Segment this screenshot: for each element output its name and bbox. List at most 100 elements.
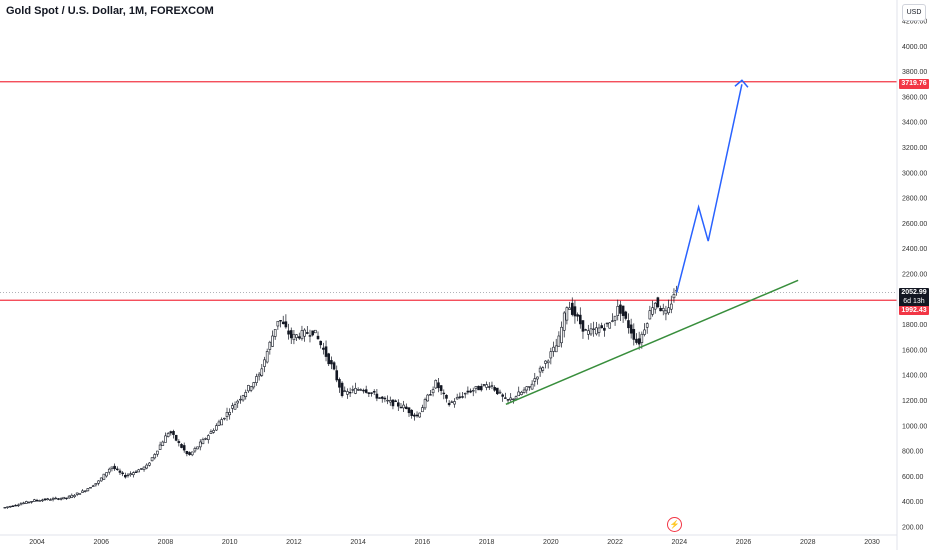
candle-body xyxy=(426,394,430,402)
y-tick-label: 1600.00 xyxy=(902,347,927,354)
candle-body xyxy=(498,391,502,394)
candle-body xyxy=(217,421,221,426)
candle-body xyxy=(287,330,290,335)
candle-body xyxy=(552,346,555,352)
candle-body xyxy=(562,312,566,331)
candle-body xyxy=(477,385,480,391)
candle-body xyxy=(354,388,357,394)
candle-body xyxy=(340,382,344,396)
candle-body xyxy=(447,402,451,406)
candle-body xyxy=(458,396,462,398)
candle-body xyxy=(11,505,15,507)
x-tick-label: 2022 xyxy=(607,539,623,546)
target-price-tag: 3719.76 xyxy=(899,79,929,89)
candle-body xyxy=(316,335,320,340)
candle-body xyxy=(35,499,39,502)
candle-body xyxy=(115,468,119,471)
lightning-icon[interactable]: ⚡ xyxy=(667,517,682,532)
x-tick-label: 2004 xyxy=(29,539,45,546)
candle-body xyxy=(386,399,389,402)
candle-body xyxy=(463,392,467,395)
candle-body xyxy=(423,399,427,409)
candle-body xyxy=(164,435,167,443)
candle-body xyxy=(231,405,234,409)
candle-body xyxy=(413,414,416,417)
candle-body xyxy=(220,419,223,426)
candle-body xyxy=(284,321,288,328)
candle-body xyxy=(402,404,405,409)
candle-body xyxy=(121,472,124,475)
candle-body xyxy=(493,387,496,391)
y-tick-label: 2800.00 xyxy=(902,196,927,203)
candle-body xyxy=(306,332,309,334)
candle-body xyxy=(474,386,478,389)
candle-body xyxy=(455,397,459,400)
candle-body xyxy=(327,353,331,365)
candle-body xyxy=(554,345,558,353)
x-tick-label: 2028 xyxy=(800,539,816,546)
candle-body xyxy=(86,488,90,492)
candle-body xyxy=(372,391,376,393)
candle-body xyxy=(241,395,245,401)
y-tick-label: 1800.00 xyxy=(902,322,927,329)
candle-body xyxy=(172,431,175,435)
candle-body xyxy=(51,498,55,500)
candle-body xyxy=(169,431,173,434)
candle-body xyxy=(533,378,537,382)
candle-body xyxy=(410,409,413,416)
candle-body xyxy=(469,390,472,393)
x-tick-label: 2008 xyxy=(158,539,174,546)
candle-body xyxy=(322,347,325,350)
candle-body xyxy=(225,412,229,417)
candle-body xyxy=(613,315,617,321)
candle-body xyxy=(538,367,542,373)
candle-body xyxy=(249,386,253,391)
candle-body xyxy=(137,469,140,473)
candle-body xyxy=(193,448,197,452)
candle-body xyxy=(568,307,571,310)
candle-body xyxy=(247,385,250,392)
candle-body xyxy=(589,328,593,335)
bar-countdown: 6d 13h xyxy=(903,298,925,305)
candle-body xyxy=(6,506,9,508)
currency-button[interactable]: USD xyxy=(902,4,926,21)
candle-body xyxy=(188,452,191,455)
candle-body xyxy=(362,389,365,392)
candle-body xyxy=(158,444,162,450)
candle-body xyxy=(78,493,82,495)
candle-body xyxy=(113,465,116,470)
candle-body xyxy=(46,498,50,501)
candle-body xyxy=(570,302,574,315)
candle-body xyxy=(271,335,274,347)
x-tick-label: 2014 xyxy=(350,539,366,546)
candle-body xyxy=(281,321,285,325)
candle-body xyxy=(605,322,609,325)
candle-body xyxy=(496,387,499,395)
candle-body xyxy=(107,468,111,473)
y-tick-label: 2400.00 xyxy=(902,246,927,253)
candle-body xyxy=(490,385,494,387)
candle-body xyxy=(185,451,189,455)
candle-body xyxy=(557,335,561,347)
candle-body xyxy=(303,329,306,337)
candle-body xyxy=(578,314,582,325)
x-tick-label: 2024 xyxy=(672,539,688,546)
candle-body xyxy=(506,399,510,401)
candle-body xyxy=(348,391,352,394)
candle-body xyxy=(453,401,456,405)
candle-body xyxy=(635,338,638,343)
projection-path xyxy=(675,84,743,293)
candle-body xyxy=(338,379,341,388)
x-tick-label: 2006 xyxy=(93,539,109,546)
y-tick-label: 3000.00 xyxy=(902,170,927,177)
y-tick-label: 3400.00 xyxy=(902,120,927,127)
candle-body xyxy=(391,399,395,407)
candle-body xyxy=(330,360,333,365)
candle-body xyxy=(59,498,63,500)
candle-body xyxy=(520,391,523,395)
candle-body xyxy=(367,392,371,394)
candle-body xyxy=(110,466,114,470)
candle-body xyxy=(396,402,400,407)
candle-body xyxy=(67,495,71,499)
